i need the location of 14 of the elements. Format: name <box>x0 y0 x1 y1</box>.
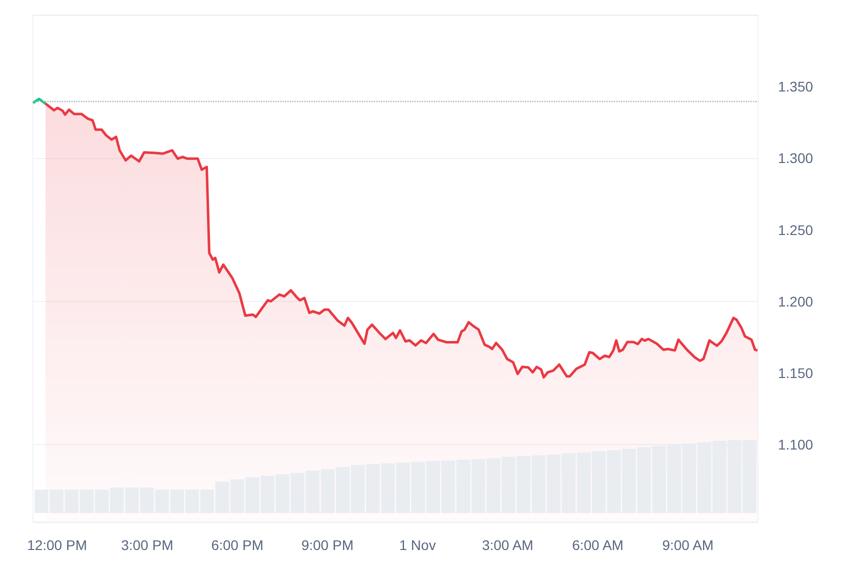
y-tick-label: 1.150 <box>778 365 814 382</box>
x-tick-label: 3:00 AM <box>482 537 534 553</box>
x-tick-label: 9:00 AM <box>662 537 714 553</box>
x-tick-label: 9:00 PM <box>301 537 354 553</box>
x-tick-label: 3:00 PM <box>121 537 174 553</box>
y-tick-label: 1.250 <box>778 222 814 238</box>
y-tick-label: 1.100 <box>778 436 814 453</box>
x-tick-label: 6:00 AM <box>572 537 624 553</box>
x-tick-label: 12:00 PM <box>27 537 87 553</box>
x-tick-label: 6:00 PM <box>211 537 264 553</box>
y-tick-label: 1.300 <box>778 150 814 166</box>
y-tick-label: 1.200 <box>778 293 814 310</box>
x-tick-label: 1 Nov <box>399 537 436 553</box>
y-tick-label: 1.350 <box>778 78 814 95</box>
